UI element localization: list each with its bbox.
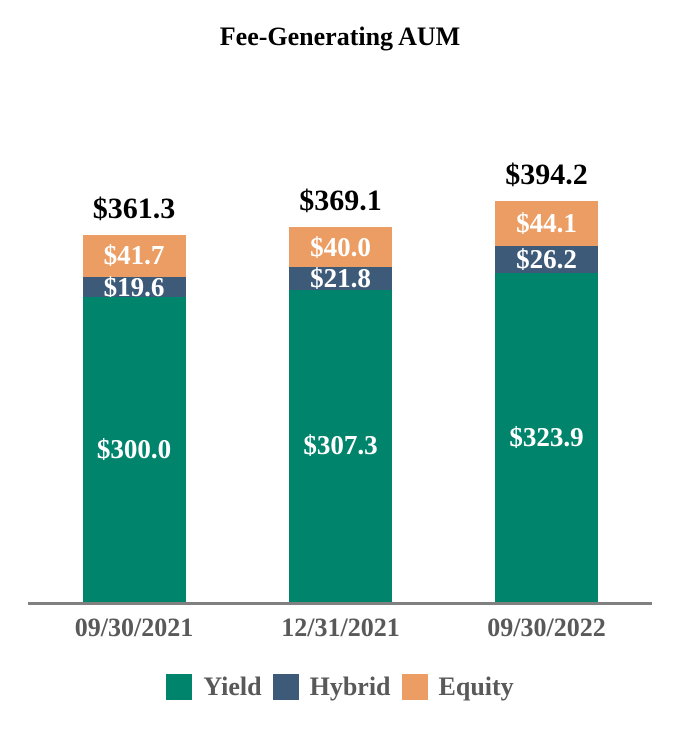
total-label-2: $394.2 [505, 158, 588, 192]
bar-segment-yield-2: $323.9 [495, 272, 598, 602]
x-axis-label-1: 12/31/2021 [281, 613, 400, 642]
x-axis-line [28, 602, 652, 605]
segment-label-hybrid-2: $26.2 [516, 243, 577, 274]
segment-label-hybrid-0: $19.6 [103, 271, 165, 302]
hybrid-swatch-icon [272, 674, 299, 700]
legend-label-hybrid: Hybrid [309, 672, 391, 701]
bar-segment-equity-0: $41.7 [82, 234, 186, 278]
x-axis-label-2: 09/30/2022 [487, 613, 606, 642]
equity-swatch-icon [401, 674, 428, 700]
segment-label-yield-2: $323.9 [509, 421, 584, 452]
segment-label-equity-0: $41.7 [103, 240, 165, 271]
bar-segment-yield-0: $300.0 [82, 297, 186, 602]
bar-segment-equity-1: $40.0 [289, 226, 392, 268]
segment-label-equity-1: $40.0 [310, 231, 371, 262]
total-label-0: $361.3 [92, 191, 176, 225]
bar-group-09/30/2022: $44.1 $26.2 $323.9 [495, 201, 598, 602]
bar-group-12/31/2021: $40.0 $21.8 $307.3 [289, 226, 392, 602]
bar-segment-hybrid-0: $19.6 [82, 273, 186, 300]
chart-title: Fee-Generating AUM [219, 22, 461, 51]
total-label-1: $369.1 [299, 183, 382, 217]
legend-item-hybrid: Hybrid [272, 672, 391, 701]
yield-swatch-icon [166, 674, 193, 700]
legend-item-yield: Yield [166, 672, 262, 701]
segment-label-equity-2: $44.1 [516, 208, 577, 239]
legend: Yield Hybrid Equity [0, 670, 680, 704]
bar-segment-hybrid-1: $21.8 [289, 263, 392, 294]
segment-label-yield-0: $300.0 [96, 434, 172, 464]
segment-label-hybrid-1: $21.8 [310, 263, 371, 294]
legend-label-equity: Equity [438, 672, 514, 701]
bar-segment-equity-2: $44.1 [495, 201, 598, 247]
legend-item-equity: Equity [401, 672, 514, 701]
legend-label-yield: Yield [203, 672, 262, 701]
bar-segment-hybrid-2: $26.2 [495, 243, 598, 274]
x-axis-label-0: 09/30/2021 [74, 613, 194, 642]
bar-group-09/30/2021: $41.7 $19.6 $300.0 [82, 234, 186, 602]
segment-label-yield-1: $307.3 [303, 430, 378, 461]
bar-segment-yield-1: $307.3 [289, 289, 392, 602]
